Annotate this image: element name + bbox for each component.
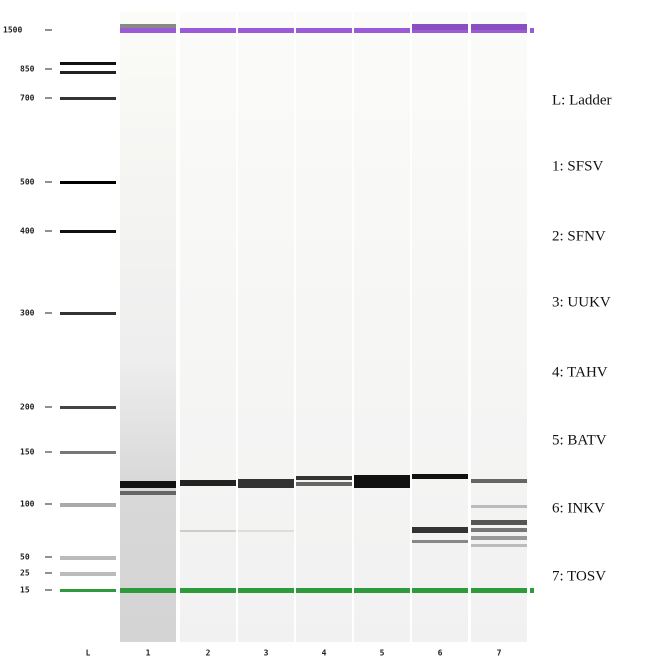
band bbox=[471, 544, 527, 547]
band bbox=[60, 406, 116, 409]
band bbox=[471, 505, 527, 508]
size-label: 1500 bbox=[3, 26, 22, 35]
legend-entry: 2: SFNV bbox=[552, 228, 606, 244]
legend-entry: 7: TOSV bbox=[552, 568, 606, 584]
lane bbox=[120, 12, 176, 642]
gel bbox=[60, 12, 534, 642]
size-label: 100 bbox=[20, 500, 35, 509]
band bbox=[412, 24, 468, 30]
upper-marker bbox=[180, 28, 236, 33]
band bbox=[471, 24, 527, 30]
lane-label: L bbox=[86, 649, 91, 658]
band bbox=[60, 312, 116, 315]
band bbox=[412, 540, 468, 543]
band bbox=[471, 479, 527, 483]
lane-label: 1 bbox=[146, 649, 151, 658]
size-label: 700 bbox=[20, 94, 35, 103]
page: {"y_axis": {"ticks": ["1500", "850", "70… bbox=[0, 0, 646, 663]
band bbox=[180, 480, 236, 486]
size-label: 850 bbox=[20, 65, 35, 74]
size-label: 150 bbox=[20, 448, 35, 457]
lane bbox=[296, 12, 352, 642]
lane-label: 5 bbox=[380, 649, 385, 658]
upper-marker bbox=[530, 28, 534, 33]
band bbox=[296, 482, 352, 486]
upper-marker bbox=[238, 28, 294, 33]
size-label: 15 bbox=[20, 586, 30, 595]
lane-label: 4 bbox=[322, 649, 327, 658]
lane-label: 7 bbox=[497, 649, 502, 658]
gel-figure: 1500 850 700 500 400 300 200 150 100 50 25 15 L 1 2 3 4 5… bbox=[0, 0, 646, 663]
band bbox=[471, 528, 527, 532]
band bbox=[120, 491, 176, 495]
lower-marker bbox=[120, 588, 176, 593]
band bbox=[60, 62, 116, 65]
band bbox=[296, 476, 352, 480]
band bbox=[120, 481, 176, 488]
lane bbox=[471, 12, 527, 642]
lower-marker bbox=[530, 588, 534, 593]
band bbox=[180, 530, 236, 532]
size-label: 400 bbox=[20, 227, 35, 236]
lower-marker bbox=[296, 588, 352, 593]
size-label: 200 bbox=[20, 403, 35, 412]
band bbox=[60, 181, 116, 184]
lane-label: 2 bbox=[206, 649, 211, 658]
band bbox=[471, 520, 527, 525]
size-label: 500 bbox=[20, 178, 35, 187]
size-label: 300 bbox=[20, 309, 35, 318]
legend-entry: 1: SFSV bbox=[552, 158, 603, 174]
legend-entry: 6: INKV bbox=[552, 500, 605, 516]
lower-marker bbox=[471, 588, 527, 593]
band bbox=[60, 97, 116, 100]
band bbox=[120, 24, 176, 28]
band bbox=[60, 451, 116, 454]
lower-marker bbox=[412, 588, 468, 593]
band bbox=[354, 475, 410, 488]
legend-entry: 4: TAHV bbox=[552, 364, 608, 380]
band bbox=[471, 536, 527, 540]
band bbox=[238, 479, 294, 488]
lane bbox=[354, 12, 410, 642]
legend-entry: 5: BATV bbox=[552, 432, 607, 448]
lane bbox=[412, 12, 468, 642]
lower-marker bbox=[238, 588, 294, 593]
lane-label: 6 bbox=[438, 649, 443, 658]
size-label: 50 bbox=[20, 553, 30, 562]
legend-entry: 3: UUKV bbox=[552, 294, 611, 310]
lower-marker bbox=[180, 588, 236, 593]
band bbox=[60, 556, 116, 560]
upper-marker bbox=[120, 28, 176, 33]
band bbox=[412, 527, 468, 533]
lower-marker bbox=[354, 588, 410, 593]
lane bbox=[180, 12, 236, 642]
size-label: 25 bbox=[20, 569, 30, 578]
band bbox=[60, 589, 116, 592]
upper-marker bbox=[296, 28, 352, 33]
upper-marker bbox=[354, 28, 410, 33]
lane bbox=[238, 12, 294, 642]
band bbox=[412, 474, 468, 479]
band bbox=[238, 530, 294, 532]
band bbox=[60, 71, 116, 74]
legend-entry: L: Ladder bbox=[552, 92, 612, 108]
band bbox=[60, 230, 116, 233]
band bbox=[60, 572, 116, 576]
lane-label: 3 bbox=[264, 649, 269, 658]
band bbox=[60, 503, 116, 507]
